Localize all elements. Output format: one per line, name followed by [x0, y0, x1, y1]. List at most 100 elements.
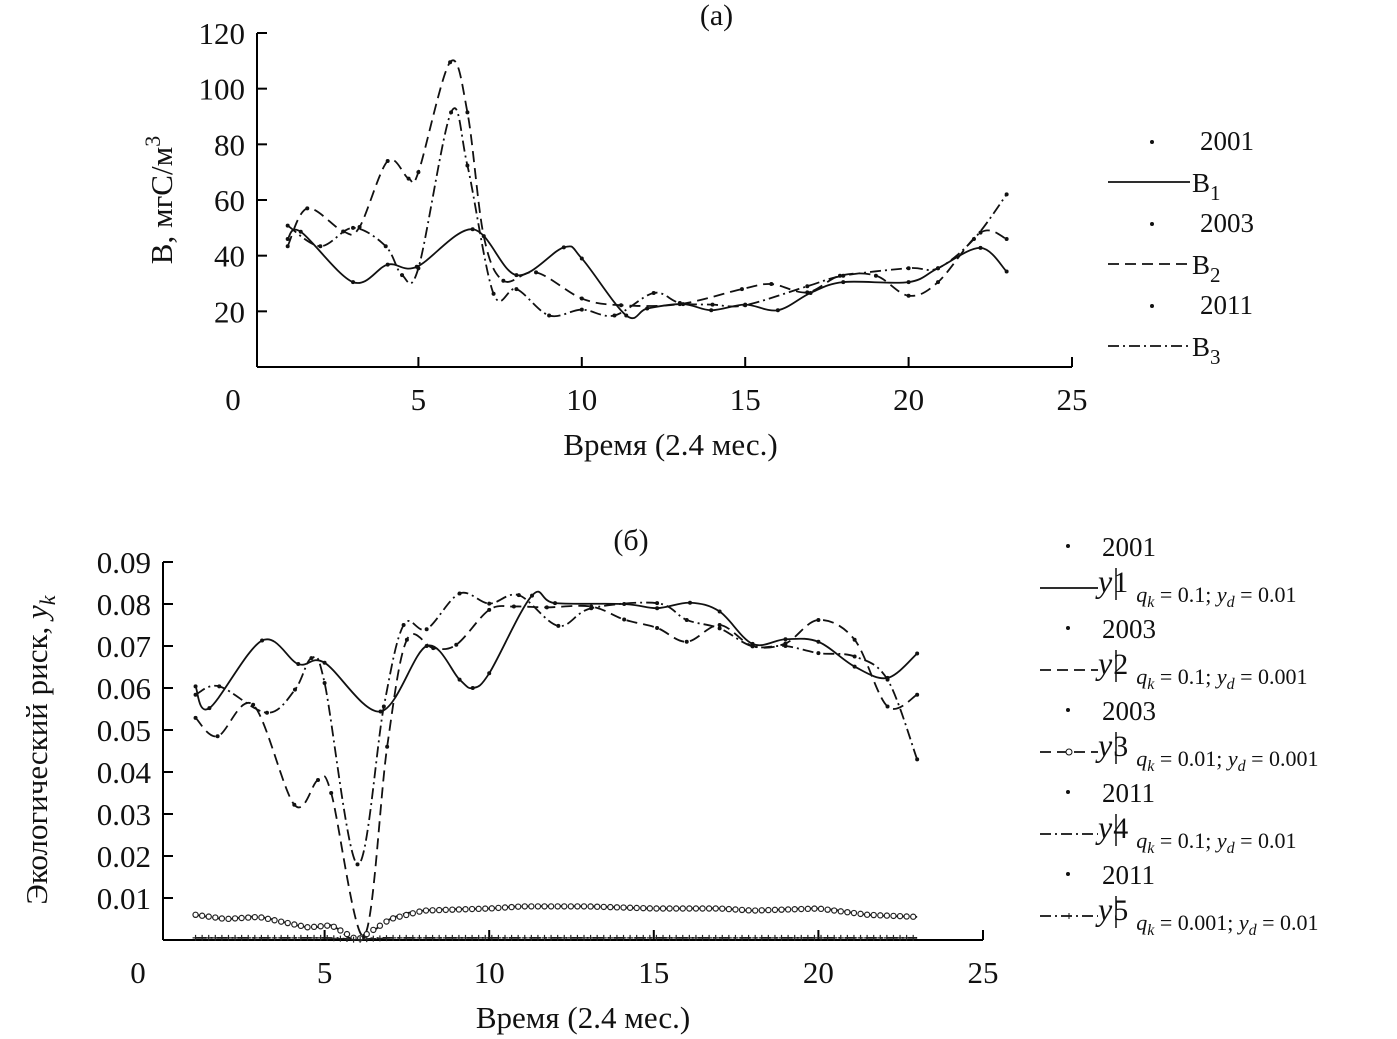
data-point-y3 — [804, 905, 812, 913]
data-point-y3 — [409, 910, 417, 917]
data-point-y2 — [454, 642, 459, 647]
data-point-y2 — [215, 734, 220, 739]
data-point-y3 — [514, 903, 522, 910]
data-point-y5 — [521, 934, 528, 941]
data-point-y3 — [416, 908, 423, 915]
y-axis-label-var: y — [19, 605, 54, 622]
data-point-y5 — [850, 934, 857, 941]
data-point-y5 — [245, 934, 252, 941]
data-point-y5 — [488, 934, 495, 941]
data-point-y4 — [684, 617, 689, 622]
data-point-y5 — [811, 934, 818, 941]
data-point-y5 — [844, 934, 851, 941]
x-tick-label: 25 — [968, 955, 999, 990]
data-point-y5 — [613, 934, 620, 941]
data-point-y5 — [508, 934, 515, 941]
data-point-y3 — [218, 915, 226, 922]
data-point-y5 — [495, 934, 502, 941]
data-point-y3 — [271, 917, 278, 924]
data-point-y3 — [462, 906, 469, 913]
legend-yd: y — [1215, 664, 1227, 689]
data-point-y4 — [885, 677, 890, 682]
data-point-y5 — [218, 934, 225, 941]
data-point-y3 — [666, 905, 673, 912]
data-point-y5 — [581, 934, 588, 941]
legend-label-y3: y3 qk = 0.01; yd = 0.001 — [1095, 727, 1319, 775]
legend-label-y4: y4 qk = 0.1; yd = 0.01 — [1095, 809, 1297, 857]
data-point-y2 — [193, 715, 198, 720]
data-point-y3 — [422, 907, 430, 914]
data-point-B3 — [651, 290, 656, 295]
data-point-y3 — [646, 905, 654, 912]
data-point-B2 — [481, 234, 486, 239]
y-tick-label: 20 — [214, 294, 245, 329]
series-y2 — [193, 604, 920, 938]
data-point-B1 — [645, 306, 650, 311]
series-line-y2 — [194, 604, 918, 937]
data-point-y3 — [863, 911, 871, 918]
data-point-y3 — [370, 926, 377, 934]
x-tick-label: 0 — [130, 955, 146, 990]
data-point-y5 — [324, 935, 331, 942]
data-point-y3 — [719, 905, 726, 912]
data-point-y3 — [251, 913, 259, 921]
data-point-y5 — [903, 934, 910, 941]
legend-marker — [1150, 222, 1154, 226]
data-point-y5 — [311, 934, 318, 941]
x-tick-label: 20 — [893, 382, 924, 417]
legend-marker — [1150, 140, 1154, 144]
data-point-y1 — [260, 638, 265, 643]
data-point-B2 — [936, 280, 941, 285]
data-point-y3 — [883, 912, 891, 919]
data-point-y3 — [297, 922, 305, 930]
legend-label-y5: y5 qk = 0.001; yd = 0.01 — [1095, 891, 1319, 939]
data-point-B1 — [624, 313, 629, 318]
data-point-y5 — [370, 935, 377, 942]
y-tick-label: 0.08 — [97, 587, 151, 622]
data-point-B3 — [710, 302, 715, 307]
data-point-y5 — [403, 934, 410, 941]
legend-idx: 2 — [1113, 648, 1128, 681]
data-point-y3 — [679, 905, 686, 912]
data-point-y4 — [381, 704, 386, 709]
data-point-y2 — [292, 802, 297, 807]
data-point-y3 — [626, 904, 634, 911]
data-point-y5 — [534, 934, 541, 941]
data-point-B1 — [351, 280, 356, 285]
data-point-y5 — [528, 934, 535, 941]
y-tick-label: 100 — [199, 72, 246, 107]
x-tick-label: 25 — [1057, 382, 1088, 417]
data-point-y5 — [890, 934, 897, 941]
legend-year: 2003 — [1200, 208, 1254, 238]
data-point-y3 — [567, 903, 575, 910]
data-point-y2 — [385, 744, 390, 749]
data-point-y3 — [712, 905, 719, 912]
data-point-y5 — [554, 934, 561, 941]
y-tick-label: 60 — [214, 183, 245, 218]
legend-label-B1: B1 — [1192, 168, 1221, 205]
data-point-y3 — [811, 905, 818, 912]
legend-var: y — [1095, 645, 1113, 681]
data-point-y5 — [877, 934, 884, 941]
legend-q: q — [1136, 910, 1147, 935]
series-y4 — [193, 591, 920, 867]
data-point-y3 — [587, 903, 594, 910]
data-point-y3 — [798, 905, 805, 913]
data-point-y5 — [297, 934, 304, 941]
y-tick-label: 0.06 — [97, 671, 151, 706]
data-point-B1 — [709, 308, 714, 313]
data-point-B1 — [514, 273, 519, 278]
x-tick-label: 10 — [566, 382, 597, 417]
data-point-y5 — [284, 934, 291, 941]
data-point-y3 — [547, 903, 555, 910]
y-tick-label: 0.05 — [97, 713, 151, 748]
legend-yd: y — [1237, 910, 1249, 935]
data-point-y4 — [783, 644, 788, 648]
data-point-y4 — [655, 601, 660, 606]
y-tick-label: 40 — [214, 239, 245, 274]
legend-sub: 2 — [1210, 263, 1221, 287]
data-point-y5 — [416, 934, 423, 941]
y-axis-label-sub: k — [35, 594, 60, 605]
data-point-B3 — [491, 291, 496, 296]
y-tick-label: 0.04 — [97, 755, 152, 790]
